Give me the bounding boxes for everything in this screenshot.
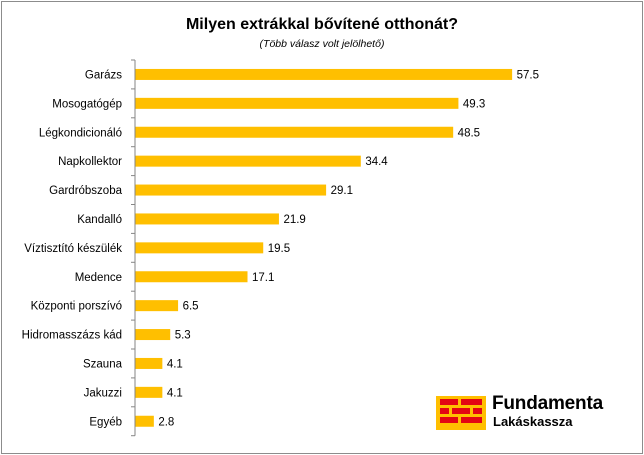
category-label: Medence xyxy=(75,272,122,284)
category-label: Jakuzzi xyxy=(84,387,122,399)
bar xyxy=(135,329,171,341)
bar xyxy=(135,357,163,369)
bar xyxy=(135,213,279,225)
bar xyxy=(135,97,459,109)
value-label: 21.9 xyxy=(283,214,305,226)
bar xyxy=(135,271,248,283)
value-label: 49.3 xyxy=(463,98,485,110)
category-label: Hidromasszázs kád xyxy=(22,330,122,342)
category-label: Napkollektor xyxy=(58,156,122,168)
bar xyxy=(135,68,513,80)
category-label: Víztisztító készülék xyxy=(24,243,122,255)
logo-brand-name: Fundamenta xyxy=(492,393,603,414)
category-label: Gardróbszoba xyxy=(49,185,122,197)
value-label: 4.1 xyxy=(167,387,183,399)
value-label: 17.1 xyxy=(252,272,274,284)
bar xyxy=(135,386,163,398)
category-label: Légkondicionáló xyxy=(39,127,122,139)
value-label: 5.3 xyxy=(175,330,191,342)
chart-title: Milyen extrákkal bővítené otthonát? xyxy=(185,16,459,33)
bar xyxy=(135,126,454,138)
fundamenta-logo: Fundamenta Lakáskassza xyxy=(436,393,636,436)
value-label: 57.5 xyxy=(517,69,539,81)
category-label: Garázs xyxy=(85,69,122,81)
category-label: Központi porszívó xyxy=(31,301,122,313)
value-label: 6.5 xyxy=(183,301,199,313)
chart-subtitle: (Több válasz volt jelölhető) xyxy=(259,38,385,50)
value-label: 48.5 xyxy=(458,127,480,139)
bar xyxy=(135,184,327,196)
category-label: Mosogatógép xyxy=(52,98,122,110)
value-label: 19.5 xyxy=(268,243,290,255)
bar xyxy=(135,300,179,312)
brick-logo-icon xyxy=(436,396,486,430)
category-label: Egyéb xyxy=(89,416,122,428)
bar xyxy=(135,415,154,427)
bar xyxy=(135,242,264,254)
category-label: Szauna xyxy=(83,358,123,370)
category-label: Kandalló xyxy=(77,214,122,226)
logo-subtitle: Lakáskassza xyxy=(493,414,573,429)
value-label: 2.8 xyxy=(158,416,174,428)
bar xyxy=(135,155,361,167)
value-label: 4.1 xyxy=(167,358,183,370)
value-label: 29.1 xyxy=(331,185,353,197)
value-label: 34.4 xyxy=(365,156,388,168)
